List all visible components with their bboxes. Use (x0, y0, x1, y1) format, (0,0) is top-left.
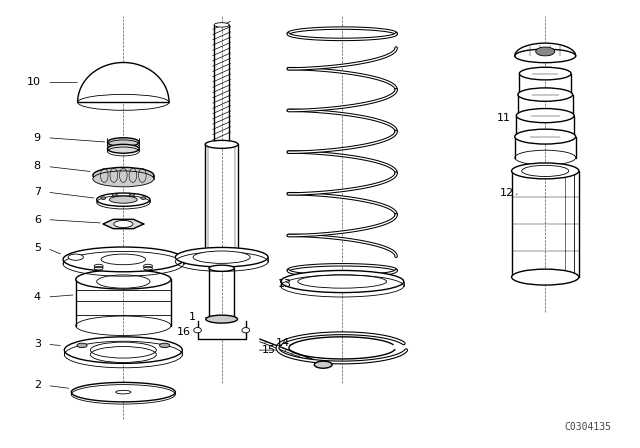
Ellipse shape (206, 315, 237, 323)
Ellipse shape (314, 361, 332, 368)
Ellipse shape (129, 194, 134, 196)
Ellipse shape (175, 247, 268, 267)
Ellipse shape (94, 264, 103, 268)
Ellipse shape (141, 197, 146, 199)
Text: 4: 4 (34, 292, 41, 302)
Ellipse shape (112, 194, 117, 196)
Ellipse shape (108, 138, 139, 146)
Ellipse shape (109, 196, 137, 203)
Text: 11: 11 (497, 113, 510, 123)
Ellipse shape (511, 269, 579, 285)
Ellipse shape (76, 270, 171, 289)
Ellipse shape (143, 264, 152, 268)
Ellipse shape (515, 49, 576, 63)
Text: 15: 15 (262, 345, 276, 355)
Ellipse shape (214, 23, 229, 27)
Ellipse shape (194, 327, 202, 333)
Text: 7: 7 (34, 187, 41, 197)
Text: 16: 16 (177, 327, 191, 337)
Text: 13: 13 (278, 279, 291, 289)
Polygon shape (198, 321, 246, 339)
Polygon shape (103, 220, 143, 228)
Ellipse shape (242, 327, 250, 333)
Text: C0304135: C0304135 (565, 422, 612, 432)
Ellipse shape (64, 337, 182, 363)
Ellipse shape (93, 171, 154, 187)
Text: 5: 5 (34, 243, 41, 253)
Text: 6: 6 (34, 215, 41, 224)
Ellipse shape (77, 343, 87, 348)
Ellipse shape (281, 271, 404, 293)
Ellipse shape (205, 140, 238, 148)
Ellipse shape (101, 254, 145, 265)
Ellipse shape (97, 275, 150, 288)
Ellipse shape (536, 47, 555, 56)
Text: 2: 2 (34, 380, 41, 391)
Ellipse shape (519, 67, 571, 80)
Ellipse shape (108, 144, 139, 153)
Text: 12: 12 (499, 188, 513, 198)
Text: 3: 3 (34, 339, 41, 349)
Ellipse shape (116, 390, 131, 394)
Ellipse shape (93, 168, 154, 183)
Ellipse shape (68, 254, 83, 260)
Ellipse shape (114, 220, 133, 228)
Ellipse shape (97, 193, 150, 206)
Text: 10: 10 (27, 78, 41, 87)
Polygon shape (77, 63, 169, 102)
Ellipse shape (515, 129, 576, 144)
Ellipse shape (516, 108, 574, 123)
Text: 14: 14 (275, 338, 289, 349)
Ellipse shape (63, 247, 184, 272)
Polygon shape (515, 43, 576, 56)
Text: 9: 9 (34, 133, 41, 143)
Ellipse shape (511, 163, 579, 179)
Ellipse shape (209, 265, 234, 271)
Ellipse shape (159, 343, 170, 348)
Text: 1: 1 (189, 312, 196, 322)
Ellipse shape (193, 251, 250, 263)
Text: 8: 8 (34, 161, 41, 172)
Ellipse shape (71, 383, 175, 402)
Ellipse shape (100, 197, 106, 199)
Ellipse shape (518, 88, 573, 101)
Ellipse shape (90, 342, 156, 358)
